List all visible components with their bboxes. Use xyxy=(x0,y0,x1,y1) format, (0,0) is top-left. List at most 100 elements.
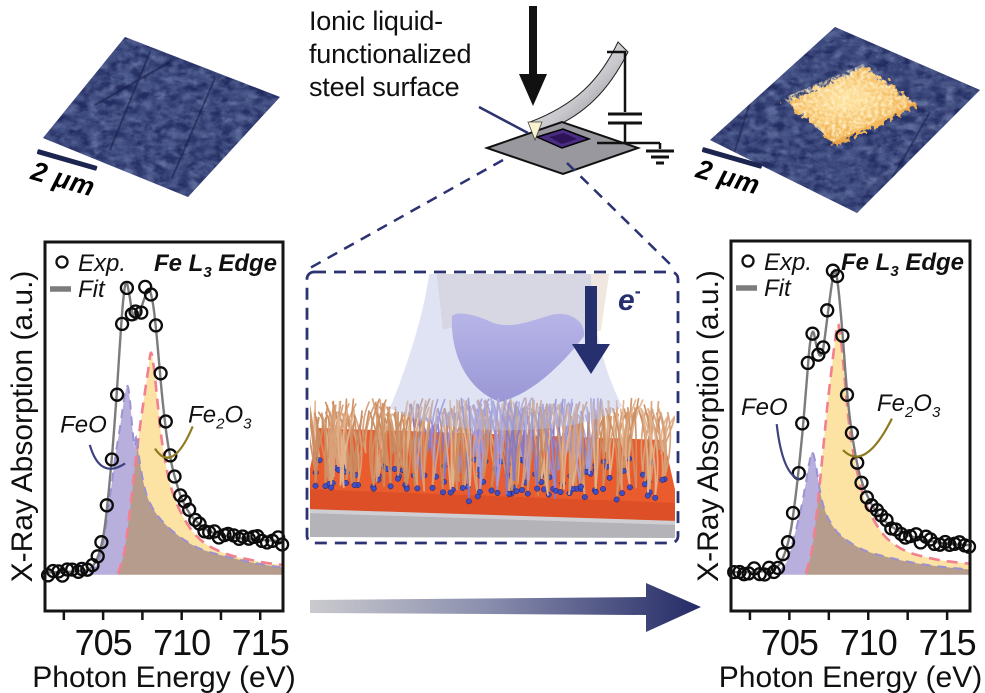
exp-point xyxy=(51,564,66,579)
molecule-strand xyxy=(386,413,392,486)
plot-frame xyxy=(729,239,972,613)
exp-point xyxy=(65,562,80,577)
legend: Exp.Fit xyxy=(736,249,812,302)
anchor-group-dot xyxy=(600,486,607,492)
exp-point xyxy=(128,304,143,319)
molecule-strand xyxy=(588,409,596,475)
anchor-group-dot xyxy=(519,487,525,493)
molecule-strand xyxy=(531,411,538,488)
anchor-group-dot xyxy=(459,485,466,491)
molecule-strand xyxy=(350,415,357,485)
anchor-group-dot xyxy=(581,494,588,501)
molecule-strand xyxy=(494,398,500,493)
caption-line-3: steel surface xyxy=(309,72,460,102)
anchor-group-dot xyxy=(447,489,454,496)
molecule-strand xyxy=(411,398,424,488)
electron-arrow-icon xyxy=(572,286,610,374)
exp-point xyxy=(158,414,173,429)
anchor-group-dot xyxy=(465,498,472,505)
tip-apex xyxy=(451,313,585,402)
molecule-strand xyxy=(606,407,619,467)
anchor-group-dot xyxy=(592,488,599,495)
anchor-group-dot xyxy=(440,489,446,496)
afm-scratches xyxy=(94,51,216,179)
anchor-group-dot xyxy=(328,484,335,491)
anchor-group-dot xyxy=(557,489,564,496)
molecule-strand xyxy=(536,411,540,488)
molecule-strand xyxy=(594,400,600,492)
anchor-group-dot xyxy=(391,466,398,472)
molecule-strand xyxy=(552,398,557,500)
exp-point xyxy=(785,505,801,521)
molecule-strand xyxy=(568,412,577,496)
molecule-strand xyxy=(442,408,453,492)
exp-point xyxy=(71,564,86,579)
progress-arrow xyxy=(310,583,701,632)
molecule-strand xyxy=(604,407,619,499)
molecule-strand xyxy=(511,407,517,482)
molecule-strand xyxy=(345,411,360,485)
molecule-strand xyxy=(462,399,472,487)
molecule-strand xyxy=(455,399,471,487)
molecule-strand xyxy=(563,405,577,490)
exp-point xyxy=(816,340,831,355)
anchor-group-dot xyxy=(538,479,545,486)
legend-exp-label: Exp. xyxy=(78,250,126,277)
molecule-strand xyxy=(620,411,630,493)
exp-point xyxy=(188,512,203,528)
molecule-strand xyxy=(449,413,453,492)
molecule-strand xyxy=(481,399,490,477)
anchor-group-dot xyxy=(659,476,666,483)
afm-cantilever xyxy=(529,41,629,134)
exp-point xyxy=(903,528,918,544)
molecule-strand xyxy=(659,411,668,479)
molecular-inset xyxy=(310,274,675,538)
anchor-group-dot xyxy=(513,488,520,495)
molecule-strand xyxy=(477,399,486,477)
chart-title: Fe L3 Edge xyxy=(154,250,277,281)
molecule-strand xyxy=(430,398,439,476)
exp-point xyxy=(775,547,790,562)
afm-image-functionalized xyxy=(710,27,980,213)
molecule-strand xyxy=(490,397,500,487)
exp-point xyxy=(119,280,135,296)
molecule-strand xyxy=(416,406,430,488)
molecule-strand xyxy=(542,403,557,491)
component-label: FeO xyxy=(741,394,788,421)
molecule-strand xyxy=(368,399,380,486)
molecule-strand xyxy=(475,410,490,496)
x-axis-label: Photon Energy (eV) xyxy=(719,661,982,693)
beam-cone xyxy=(390,274,622,431)
gold-functionalized-patch xyxy=(783,64,915,142)
molecule-strand xyxy=(399,411,408,489)
molecule-strand xyxy=(451,399,458,490)
component-connector xyxy=(88,444,126,470)
molecule-strand xyxy=(473,403,484,492)
ground-icon xyxy=(646,149,674,165)
anchor-group-dot xyxy=(403,485,410,492)
electron-base: e xyxy=(618,284,635,317)
anchor-group-dot xyxy=(370,485,377,492)
molecule-strand xyxy=(650,406,664,480)
molecule-strand xyxy=(310,416,317,486)
molecule-strand xyxy=(636,404,648,484)
molecule-strand xyxy=(549,403,557,491)
exp-point xyxy=(94,535,109,550)
molecule-strand xyxy=(660,416,675,455)
molecule-strand xyxy=(437,407,446,482)
molecule-strand xyxy=(414,398,431,488)
caption-line-2: functionalized xyxy=(309,39,472,69)
exp-point xyxy=(163,448,178,463)
molecule-strand xyxy=(420,400,427,492)
anchor-group-dot xyxy=(476,488,483,495)
molecule-strand xyxy=(431,408,438,488)
component-connector xyxy=(154,426,194,459)
molecule-strand xyxy=(379,413,392,486)
molecule-strand xyxy=(510,405,526,493)
legend-exp-marker xyxy=(55,255,69,269)
molecule-strand xyxy=(370,416,375,489)
fit-components xyxy=(732,268,969,575)
component-label: FeO xyxy=(60,411,107,438)
